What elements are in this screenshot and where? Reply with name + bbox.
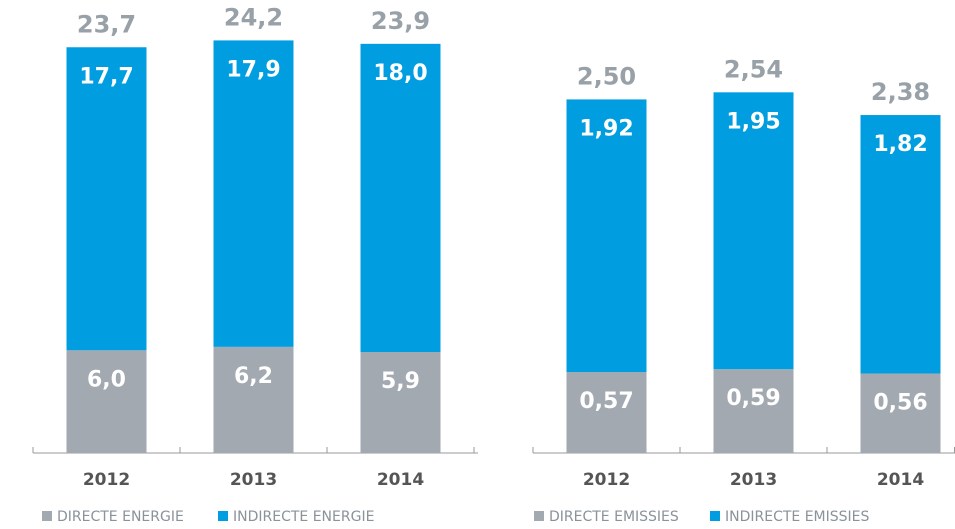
legend-label: INDIRECTE EMISSIES — [725, 509, 870, 525]
legend-label: DIRECTE ENERGIE — [57, 509, 184, 525]
bar-segment — [713, 92, 794, 370]
legend-label: INDIRECTE ENERGIE — [233, 509, 374, 525]
total-label: 2,50 — [577, 62, 636, 90]
legend-label: DIRECTE EMISSIES — [549, 509, 679, 525]
value-label: 1,95 — [726, 109, 780, 134]
value-label: 1,92 — [579, 116, 633, 141]
total-label: 23,9 — [371, 7, 430, 35]
x-tick-label: 2013 — [730, 470, 777, 490]
total-label: 24,2 — [224, 3, 283, 31]
value-label: 6,2 — [234, 364, 273, 389]
bar-segment — [213, 346, 294, 453]
x-tick-label: 2013 — [230, 470, 277, 490]
bar-segment — [360, 43, 441, 352]
bar-segment — [860, 115, 941, 374]
bar-segment — [566, 99, 647, 373]
x-tick-label: 2014 — [877, 470, 924, 490]
x-tick-label: 2012 — [83, 470, 130, 490]
total-label: 2,54 — [724, 55, 783, 83]
value-label: 0,59 — [726, 386, 780, 411]
total-label: 2,38 — [871, 78, 930, 106]
legend-swatch — [534, 511, 544, 521]
bar-segment — [66, 47, 147, 351]
value-label: 5,9 — [381, 369, 420, 394]
legend-swatch — [42, 511, 52, 521]
bar-segment — [213, 40, 294, 347]
total-label: 23,7 — [77, 10, 136, 38]
value-label: 1,82 — [873, 132, 927, 157]
value-label: 0,57 — [579, 389, 633, 414]
value-label: 6,0 — [87, 367, 126, 392]
x-tick-label: 2014 — [377, 470, 424, 490]
bar-segment — [66, 350, 147, 453]
x-tick-label: 2012 — [583, 470, 630, 490]
value-label: 18,0 — [373, 61, 427, 86]
legend-swatch — [710, 511, 720, 521]
legend-swatch — [218, 511, 228, 521]
value-label: 17,7 — [79, 64, 133, 89]
bar-segment — [566, 372, 647, 453]
bar-segment — [360, 351, 441, 453]
bar-segment — [860, 373, 941, 453]
value-label: 17,9 — [226, 57, 280, 82]
value-label: 0,56 — [873, 390, 927, 415]
bar-segment — [713, 369, 794, 453]
